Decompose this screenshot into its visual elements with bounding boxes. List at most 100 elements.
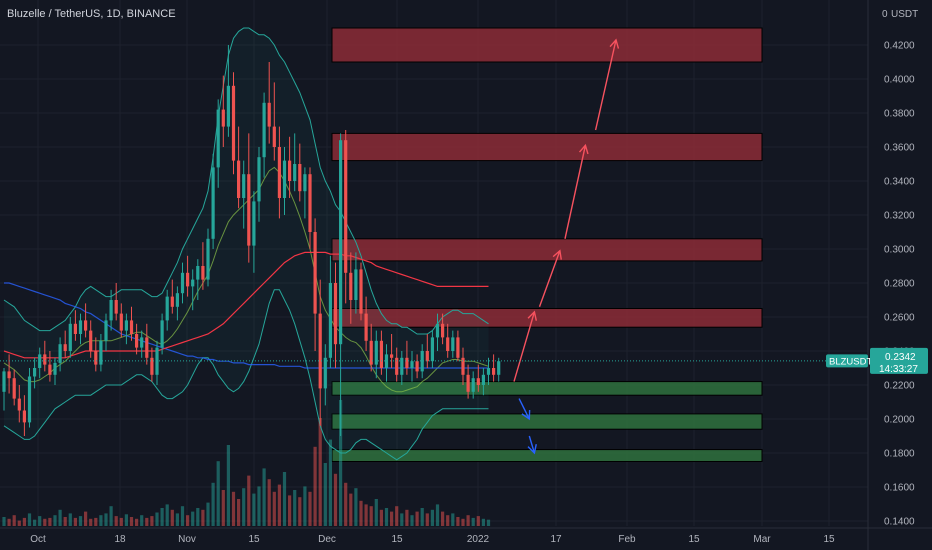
time-tick-label: 15 <box>688 534 700 545</box>
bollinger-upper <box>3 27 489 335</box>
candle-body <box>33 368 37 377</box>
candle-body <box>58 344 62 363</box>
volume-bar <box>12 515 16 526</box>
time-tick-label: 15 <box>391 534 403 545</box>
candle-body <box>226 85 230 127</box>
volume-bar <box>262 468 266 526</box>
candle-body <box>12 378 16 399</box>
candle-body <box>201 266 205 280</box>
volume-bar <box>191 511 195 526</box>
candle-body <box>308 174 312 232</box>
candle-body <box>175 293 179 307</box>
volume-bar <box>27 513 32 526</box>
volume-bar <box>150 516 154 526</box>
volume-bar <box>446 515 450 526</box>
volume-bar <box>369 506 373 526</box>
candle-body <box>247 174 251 246</box>
candle-body <box>420 351 424 372</box>
volume-bar <box>242 488 246 526</box>
volume-bar <box>63 517 67 526</box>
volume-bar <box>68 513 72 526</box>
volume-bar <box>165 504 169 526</box>
candle-body <box>425 351 429 362</box>
time-tick-label: Oct <box>30 534 46 545</box>
candle-body <box>492 368 496 375</box>
price-tag: BLZUSDT 0.2342 14:33:27 <box>826 347 928 375</box>
volume-bar <box>17 520 21 526</box>
volume-bar <box>33 519 37 526</box>
time-tick-label: 2022 <box>467 534 490 545</box>
candle-body <box>384 354 389 368</box>
ticker-badge <box>826 354 868 368</box>
volume-bar <box>186 515 190 526</box>
candle-body <box>27 376 32 423</box>
down-target-arrow-shaft <box>528 435 536 454</box>
price-tick-label: 0.4000 <box>884 75 915 86</box>
candle-body <box>145 337 149 358</box>
volume-bar <box>216 461 220 526</box>
candle-body <box>68 323 72 351</box>
symbol-title: Bluzelle / TetherUS, 1D, BINANCE <box>7 8 176 20</box>
candle-body <box>430 337 434 362</box>
candle-body <box>129 320 134 334</box>
volume-bar <box>53 515 57 526</box>
volume-bar <box>231 491 236 526</box>
candle-body <box>410 361 414 368</box>
candle-body <box>135 334 139 348</box>
volume-bar <box>94 517 98 526</box>
volume-bar <box>247 475 251 526</box>
time-tick-label: Nov <box>178 534 196 545</box>
ticker-label: BLZUSDT <box>829 356 872 367</box>
candle-body <box>191 279 195 287</box>
candle-body <box>89 330 93 351</box>
volume-bar <box>73 517 77 526</box>
candle-body <box>364 313 368 341</box>
price-tick-label: 0.3800 <box>884 109 915 120</box>
volume-bar <box>2 517 6 526</box>
candle-body <box>2 371 6 392</box>
volume-bar <box>84 511 88 526</box>
candle-body <box>293 164 297 181</box>
volume-bar <box>420 508 424 526</box>
volume-bar <box>160 508 164 526</box>
candle-body <box>262 102 266 158</box>
volume-bar <box>293 490 297 526</box>
up-target-arrow-shaft <box>594 39 617 131</box>
candle-body <box>282 160 287 198</box>
candle-body <box>481 374 485 385</box>
currency-label[interactable]: 0 USDT <box>882 9 918 20</box>
candle-body <box>441 323 445 338</box>
volume-bar <box>415 511 419 526</box>
up-target-arrow-head <box>609 38 620 49</box>
time-tick-label: Mar <box>753 534 771 545</box>
candle-body <box>298 164 302 192</box>
price-tick-label: 0.2800 <box>884 279 915 290</box>
candle-body <box>211 167 215 239</box>
candle-body <box>451 337 455 351</box>
candle-body <box>17 398 21 411</box>
volume-bar <box>339 400 343 526</box>
volume-bar <box>288 495 292 526</box>
price-axis[interactable]: 0.4200 0.4000 0.3800 0.3600 0.3400 0.3200 0.30… <box>867 0 915 550</box>
candle-body <box>415 361 419 372</box>
volume-bar <box>104 513 108 526</box>
volume-bar <box>206 502 210 526</box>
resistance-zone <box>331 132 763 162</box>
price-tick-label: 0.3000 <box>884 245 915 256</box>
bollinger-lower <box>3 289 489 461</box>
price-tick-label: 0.3600 <box>884 143 915 154</box>
candle-body <box>456 337 460 358</box>
candle-body <box>471 378 475 392</box>
support-zone <box>331 381 763 396</box>
volume-bar <box>237 499 241 526</box>
price-tick-label: 0.2000 <box>884 415 915 426</box>
volume-bar <box>374 499 378 526</box>
volume-bar <box>461 518 465 526</box>
volume-bar <box>395 506 399 526</box>
up-target-arrow-head <box>578 143 589 155</box>
time-axis[interactable]: Oct 18 Nov 15 Dec 15 2022 17 Feb 15 Mar 15 <box>0 527 932 545</box>
candle-body <box>435 323 440 338</box>
candle-body <box>339 140 343 345</box>
volume-bar <box>38 516 42 526</box>
